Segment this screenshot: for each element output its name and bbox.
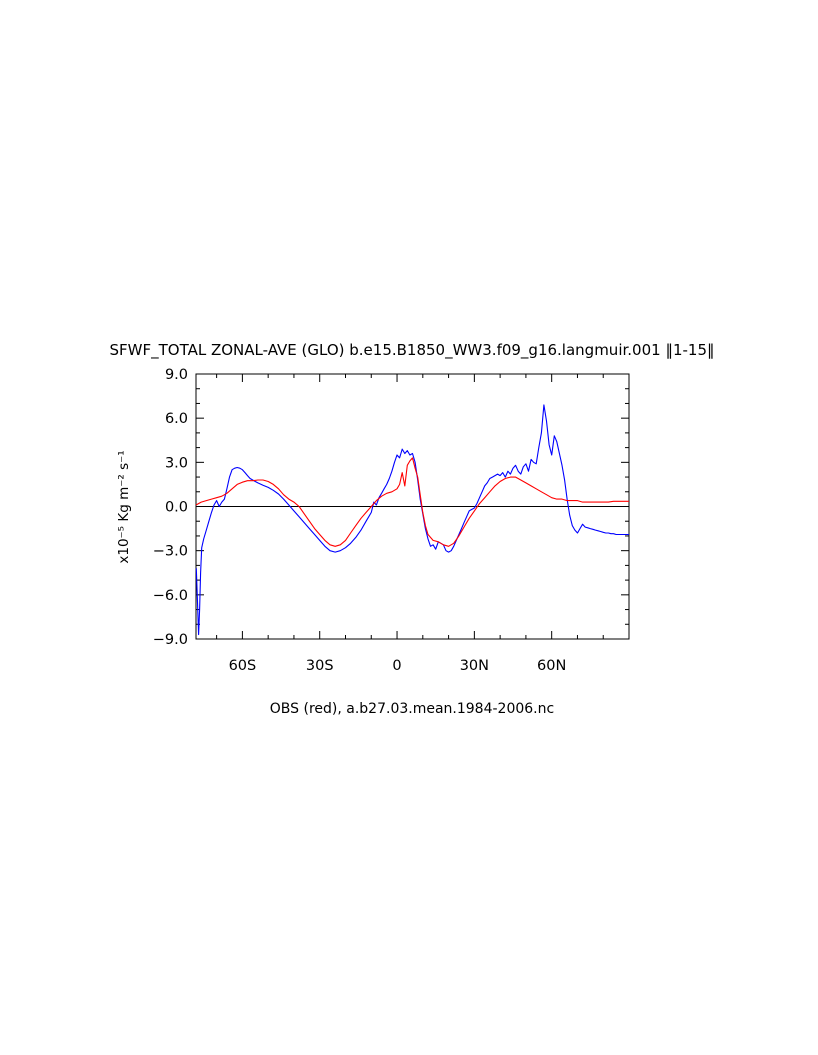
chart-subtitle: OBS (red), a.b27.03.mean.1984-2006.nc <box>270 701 554 717</box>
series-group <box>195 404 629 636</box>
plot-area <box>195 373 630 640</box>
x-tick-labels: 60S 30S 0 30N 60N <box>229 658 567 674</box>
y-tick-label: 6.0 <box>165 411 188 427</box>
y-axis-label: x10⁻⁵ Kg m⁻² s⁻¹ <box>116 450 132 563</box>
x-tick-label: 30N <box>460 658 489 674</box>
series-line-obs <box>195 457 629 547</box>
series-line-model <box>195 404 629 636</box>
x-tick-label: 30S <box>306 658 334 674</box>
y-tick-labels: 9.0 6.0 3.0 0.0 −3.0 −6.0 −9.0 <box>153 367 188 648</box>
x-tick-label: 0 <box>392 658 401 674</box>
y-tick-label: 0.0 <box>165 500 188 516</box>
y-tick-label: 9.0 <box>165 367 188 383</box>
tick-marks <box>196 373 630 640</box>
y-tick-label: −9.0 <box>153 632 188 648</box>
y-tick-label: 3.0 <box>165 455 188 471</box>
x-tick-label: 60S <box>229 658 257 674</box>
y-tick-label: −6.0 <box>153 588 188 604</box>
x-tick-label: 60N <box>537 658 566 674</box>
y-tick-label: −3.0 <box>153 544 188 560</box>
chart-title: SFWF_TOTAL ZONAL-AVE (GLO) b.e15.B1850_W… <box>110 341 715 360</box>
